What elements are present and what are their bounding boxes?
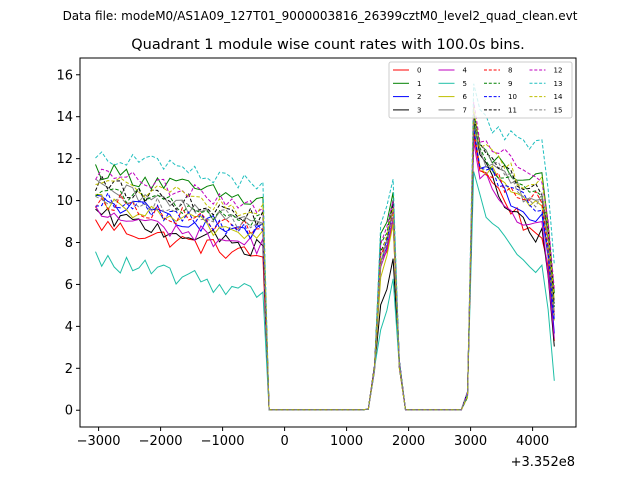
y-tick-label: 12 — [56, 152, 73, 167]
chart-title: Quadrant 1 module wise count rates with … — [131, 37, 525, 53]
series-layer — [95, 83, 555, 411]
legend-box — [388, 61, 573, 119]
legend-label-12: 12 — [554, 67, 563, 75]
series-line-14 — [95, 107, 555, 411]
legend-label-4: 4 — [463, 67, 468, 75]
x-tick-label: −1000 — [201, 434, 245, 449]
legend-label-3: 3 — [417, 106, 421, 114]
legend-label-9: 9 — [508, 80, 512, 88]
y-tick-label: 10 — [56, 194, 73, 209]
legend-label-15: 15 — [554, 106, 563, 114]
legend-label-7: 7 — [463, 106, 467, 114]
plot-area — [80, 58, 576, 427]
x-tick-label: −3000 — [77, 434, 121, 449]
x-axis-offset-label: +3.352e8 — [511, 455, 575, 470]
y-tick-label: 0 — [65, 404, 73, 419]
x-tick-label: 2000 — [392, 434, 425, 449]
legend-label-14: 14 — [554, 93, 563, 101]
x-tick-label: 4000 — [516, 434, 549, 449]
chart-suptitle: Data file: modeM0/AS1A09_127T01_90000038… — [63, 9, 578, 23]
y-tick-label: 8 — [65, 236, 73, 251]
x-tick-label: −2000 — [139, 434, 183, 449]
legend-label-8: 8 — [508, 67, 512, 75]
legend-label-2: 2 — [417, 93, 421, 101]
legend-label-11: 11 — [508, 106, 517, 114]
series-line-15 — [95, 118, 555, 411]
legend-label-5: 5 — [463, 80, 467, 88]
x-tick-label: 1000 — [330, 434, 363, 449]
y-tick-label: 16 — [56, 68, 73, 83]
y-tick-label: 14 — [56, 110, 73, 125]
series-line-12 — [95, 102, 555, 411]
legend-label-1: 1 — [417, 80, 421, 88]
x-tick-label: 0 — [280, 434, 288, 449]
plot-border — [79, 57, 577, 428]
legend-label-13: 13 — [554, 80, 563, 88]
legend-label-10: 10 — [508, 93, 517, 101]
legend-label-0: 0 — [417, 67, 421, 75]
axes-layer: −3000 −2000 −1000 0 1000 2000 3000 400002468101… — [56, 68, 549, 449]
legend-label-6: 6 — [463, 93, 468, 101]
x-tick-label: 3000 — [454, 434, 487, 449]
y-tick-label: 4 — [65, 320, 73, 335]
y-tick-label: 6 — [65, 278, 73, 293]
y-tick-label: 2 — [65, 362, 73, 377]
